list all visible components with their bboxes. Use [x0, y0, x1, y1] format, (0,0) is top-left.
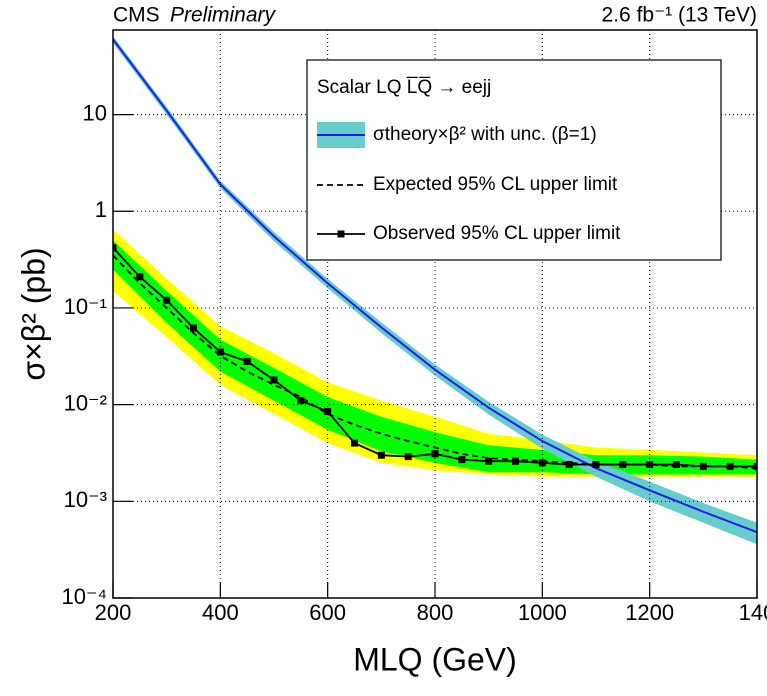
chart-subtitle: Preliminary — [170, 4, 277, 27]
x-tick-label: 1200 — [625, 600, 674, 625]
data-point — [216, 348, 224, 356]
data-point — [431, 450, 439, 458]
data-point — [404, 453, 412, 461]
data-point — [565, 461, 573, 469]
data-point — [673, 461, 680, 469]
data-point — [753, 462, 757, 470]
x-tick-label: 400 — [202, 600, 239, 625]
y-tick-label: 10⁻⁴ — [61, 584, 107, 609]
data-point — [485, 457, 493, 465]
y-axis-label: σ×β² (pb) — [15, 247, 51, 380]
series-line — [113, 38, 757, 534]
legend-swatch — [337, 230, 345, 238]
legend-label: Expected 95% CL upper limit — [373, 174, 618, 195]
data-point — [699, 462, 707, 470]
x-tick-label: 140 — [739, 600, 767, 625]
series-line — [113, 254, 757, 470]
x-tick-label: 600 — [309, 600, 346, 625]
data-point — [726, 462, 734, 470]
data-point — [270, 376, 278, 384]
data-point — [163, 296, 171, 304]
data-point — [136, 273, 144, 281]
legend-label: Observed 95% CL upper limit — [373, 223, 621, 244]
data-point — [113, 244, 117, 252]
data-point — [512, 457, 519, 465]
data-point — [190, 324, 197, 332]
x-axis-label: MLQ (GeV) — [353, 641, 517, 677]
plot-area — [113, 30, 757, 598]
legend-label: σtheory×β² with unc. (β=1) — [373, 124, 597, 145]
one-sigma-band — [113, 240, 757, 475]
y-tick-label: 10⁻² — [64, 390, 107, 415]
y-tick-label: 1 — [95, 197, 107, 222]
lumi-label: 2.6 fb⁻¹ (13 TeV) — [602, 4, 757, 27]
data-point — [619, 461, 627, 469]
data-point — [377, 451, 385, 459]
y-tick-label: 10 — [83, 100, 107, 125]
y-tick-label: 10⁻¹ — [64, 294, 107, 319]
legend-box — [306, 59, 722, 261]
data-point — [243, 357, 251, 365]
data-point — [646, 461, 654, 469]
x-tick-label: 800 — [417, 600, 454, 625]
legend-title: Scalar LQ L̅Q̅ → eejj — [317, 77, 491, 98]
legend: σtheory×β² with unc. (β=1) Expected 95% C… — [317, 122, 621, 244]
data-point — [538, 459, 546, 467]
data-point — [592, 461, 600, 469]
data-point — [458, 456, 466, 464]
x-tick-label: 1000 — [518, 600, 567, 625]
x-tick-label: 200 — [95, 600, 132, 625]
axes: 200 400 600 800 1000 1200 140 10⁻⁴ 10⁻³ 10⁻² 10⁻¹ 1… — [61, 29, 767, 625]
chart-title: CMS — [113, 4, 160, 27]
data-point — [351, 439, 358, 447]
data-point — [297, 397, 305, 405]
data-point — [324, 407, 332, 415]
y-tick-label: 10⁻³ — [64, 487, 107, 512]
